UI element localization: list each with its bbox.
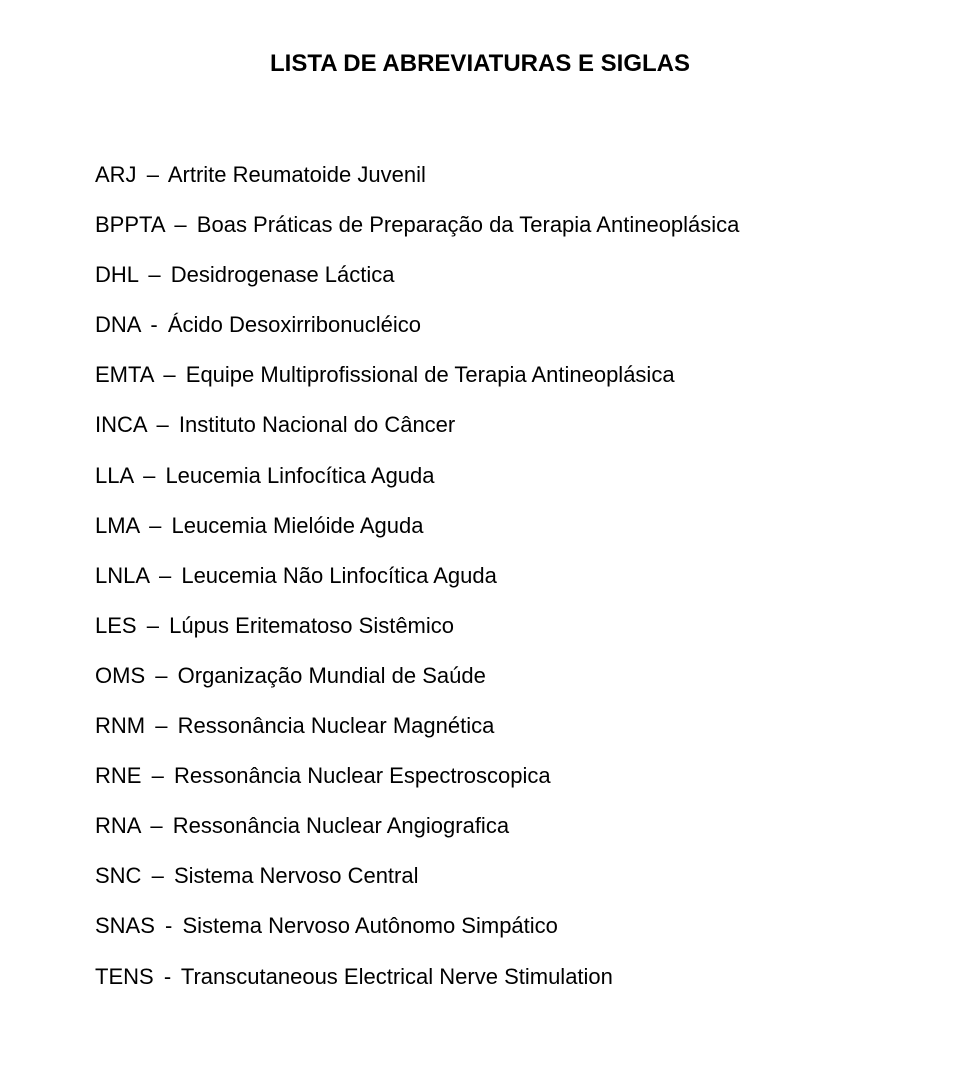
abbr-code: OMS <box>95 663 145 688</box>
abbr-code: EMTA <box>95 362 153 387</box>
abbr-entry: SNC – Sistema Nervoso Central <box>95 859 865 893</box>
abbr-separator: – <box>156 412 168 437</box>
page-title: LISTA DE ABREVIATURAS E SIGLAS <box>95 50 865 78</box>
abbr-entry: RNM – Ressonância Nuclear Magnética <box>95 709 865 743</box>
abbr-expansion: Artrite Reumatoide Juvenil <box>168 162 426 187</box>
abbr-entry: TENS - Transcutaneous Electrical Nerve S… <box>95 960 865 994</box>
abbr-expansion: Lúpus Eritematoso Sistêmico <box>169 613 454 638</box>
abbr-entry: LES – Lúpus Eritematoso Sistêmico <box>95 609 865 643</box>
abbr-entry: RNE – Ressonância Nuclear Espectroscopic… <box>95 759 865 793</box>
abbr-entry: DHL – Desidrogenase Láctica <box>95 258 865 292</box>
abbr-entry: LNLA – Leucemia Não Linfocítica Aguda <box>95 559 865 593</box>
abbr-entry: LMA – Leucemia Mielóide Aguda <box>95 509 865 543</box>
abbr-separator: – <box>152 763 164 788</box>
abbr-entry: RNA – Ressonância Nuclear Angiografica <box>95 809 865 843</box>
abbr-code: RNA <box>95 813 140 838</box>
abbr-separator: - <box>164 964 171 989</box>
abbreviation-list: ARJ – Artrite Reumatoide Juvenil BPPTA – … <box>95 158 865 994</box>
abbr-expansion: Transcutaneous Electrical Nerve Stimulat… <box>181 964 613 989</box>
abbr-code: DNA <box>95 312 140 337</box>
abbr-separator: – <box>147 613 159 638</box>
abbr-code: LNLA <box>95 563 149 588</box>
abbr-code: TENS <box>95 964 154 989</box>
abbr-entry: INCA – Instituto Nacional do Câncer <box>95 408 865 442</box>
abbr-separator: – <box>150 813 162 838</box>
abbr-separator: – <box>159 563 171 588</box>
abbr-expansion: Ressonância Nuclear Magnética <box>178 713 495 738</box>
abbr-code: SNAS <box>95 913 155 938</box>
abbr-separator: - <box>165 913 172 938</box>
abbr-expansion: Organização Mundial de Saúde <box>178 663 486 688</box>
abbr-expansion: Instituto Nacional do Câncer <box>179 412 455 437</box>
abbr-code: RNE <box>95 763 141 788</box>
abbr-separator: – <box>149 513 161 538</box>
abbr-code: DHL <box>95 262 138 287</box>
abbr-separator: – <box>155 663 167 688</box>
abbr-code: BPPTA <box>95 212 164 237</box>
abbr-expansion: Ressonância Nuclear Angiografica <box>173 813 509 838</box>
abbr-expansion: Leucemia Não Linfocítica Aguda <box>181 563 497 588</box>
abbr-entry: DNA - Ácido Desoxirribonucléico <box>95 308 865 342</box>
abbr-expansion: Leucemia Mielóide Aguda <box>172 513 424 538</box>
abbr-entry: OMS – Organização Mundial de Saúde <box>95 659 865 693</box>
abbr-separator: – <box>148 262 160 287</box>
abbr-separator: – <box>174 212 186 237</box>
abbr-code: INCA <box>95 412 146 437</box>
abbr-code: ARJ <box>95 162 137 187</box>
abbr-expansion: Boas Práticas de Preparação da Terapia A… <box>197 212 740 237</box>
document-page: LISTA DE ABREVIATURAS E SIGLAS ARJ – Art… <box>0 0 960 1080</box>
abbr-entry: EMTA – Equipe Multiprofissional de Terap… <box>95 358 865 392</box>
abbr-entry: ARJ – Artrite Reumatoide Juvenil <box>95 158 865 192</box>
abbr-code: RNM <box>95 713 145 738</box>
abbr-separator: – <box>143 463 155 488</box>
abbr-separator: – <box>163 362 175 387</box>
abbr-separator: – <box>152 863 164 888</box>
abbr-separator: – <box>147 162 159 187</box>
abbr-expansion: Ácido Desoxirribonucléico <box>168 312 421 337</box>
abbr-expansion: Sistema Nervoso Central <box>174 863 419 888</box>
abbr-expansion: Ressonância Nuclear Espectroscopica <box>174 763 551 788</box>
abbr-entry: BPPTA – Boas Práticas de Preparação da T… <box>95 208 865 242</box>
abbr-code: LLA <box>95 463 133 488</box>
abbr-entry: SNAS - Sistema Nervoso Autônomo Simpátic… <box>95 909 865 943</box>
abbr-code: LMA <box>95 513 139 538</box>
abbr-expansion: Desidrogenase Láctica <box>171 262 395 287</box>
abbr-entry: LLA – Leucemia Linfocítica Aguda <box>95 459 865 493</box>
abbr-code: LES <box>95 613 137 638</box>
abbr-separator: – <box>155 713 167 738</box>
abbr-expansion: Sistema Nervoso Autônomo Simpático <box>183 913 558 938</box>
abbr-expansion: Leucemia Linfocítica Aguda <box>165 463 434 488</box>
abbr-separator: - <box>150 312 157 337</box>
abbr-code: SNC <box>95 863 141 888</box>
abbr-expansion: Equipe Multiprofissional de Terapia Anti… <box>186 362 675 387</box>
